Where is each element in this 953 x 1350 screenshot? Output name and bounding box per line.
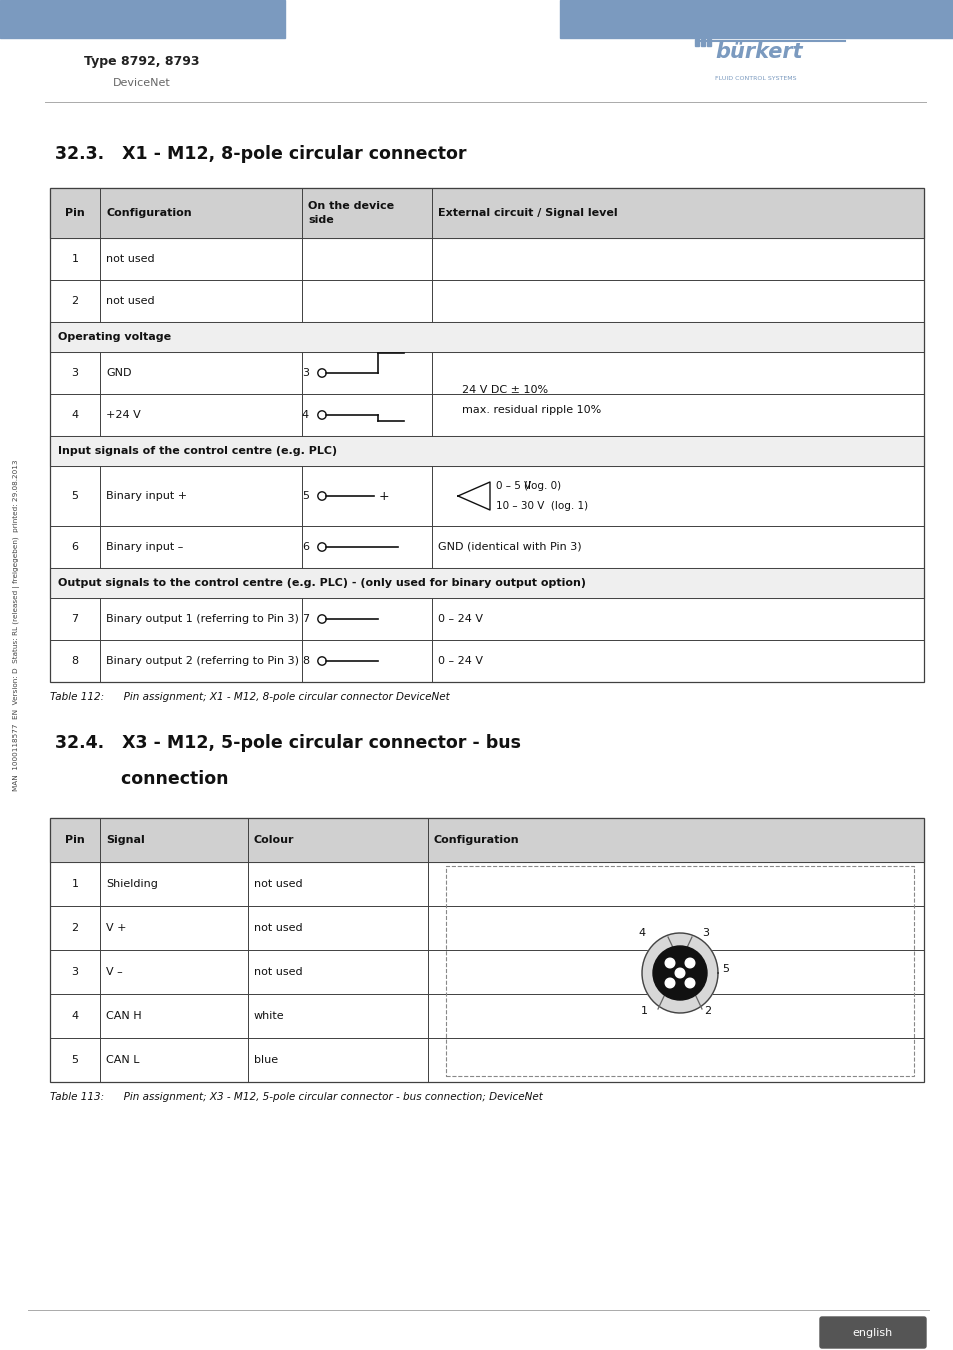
Bar (50, 818, 923, 863)
Text: not used: not used (253, 879, 302, 890)
Text: V –: V – (106, 967, 123, 977)
Text: english: english (852, 1327, 892, 1338)
Text: Pin: Pin (65, 836, 85, 845)
FancyBboxPatch shape (820, 1318, 925, 1349)
Text: 3: 3 (71, 369, 78, 378)
Text: Table 112:      Pin assignment; X1 - M12, 8-pole circular connector DeviceNet: Table 112: Pin assignment; X1 - M12, 8-p… (50, 693, 449, 702)
Text: 5: 5 (721, 964, 729, 973)
Text: Operating voltage: Operating voltage (58, 332, 171, 342)
Text: 4: 4 (71, 1011, 78, 1021)
Text: Colour: Colour (253, 836, 294, 845)
Text: Input signals of the control centre (e.g. PLC): Input signals of the control centre (e.g… (58, 446, 336, 456)
Text: white: white (253, 1011, 284, 1021)
Text: 2: 2 (71, 923, 78, 933)
Text: 8: 8 (301, 656, 309, 666)
Text: DeviceNet: DeviceNet (113, 78, 171, 88)
Text: 5: 5 (71, 491, 78, 501)
Text: 1: 1 (639, 1006, 647, 1017)
Text: Type 8792, 8793: Type 8792, 8793 (84, 55, 199, 68)
Text: External circuit / Signal level: External circuit / Signal level (437, 208, 617, 217)
Text: 8: 8 (71, 656, 78, 666)
Text: +: + (377, 490, 389, 502)
Text: (log. 0): (log. 0) (523, 481, 560, 491)
Text: 4: 4 (301, 410, 309, 420)
Text: Signal: Signal (106, 836, 145, 845)
Text: 2: 2 (703, 1006, 711, 1017)
Bar (700, 39, 704, 46)
Bar (0, 0, 285, 38)
Text: 0 – 24 V: 0 – 24 V (437, 656, 482, 666)
Text: 5: 5 (71, 1054, 78, 1065)
Text: Pin: Pin (65, 208, 85, 217)
Text: GND: GND (106, 369, 132, 378)
Text: 5: 5 (302, 491, 309, 501)
Bar (706, 39, 710, 46)
Text: 7: 7 (71, 614, 78, 624)
Text: GND (identical with Pin 3): GND (identical with Pin 3) (437, 541, 581, 552)
Text: MAN  1000118577  EN  Version: D  Status: RL (released | freigegeben)  printed: 2: MAN 1000118577 EN Version: D Status: RL … (12, 459, 19, 791)
Bar (50, 818, 923, 1081)
Text: Binary output 2 (referring to Pin 3): Binary output 2 (referring to Pin 3) (106, 656, 298, 666)
Text: Table 113:      Pin assignment; X3 - M12, 5-pole circular connector - bus connec: Table 113: Pin assignment; X3 - M12, 5-p… (50, 1092, 542, 1102)
Text: 32.3.   X1 - M12, 8-pole circular connector: 32.3. X1 - M12, 8-pole circular connecto… (55, 144, 466, 163)
Circle shape (675, 968, 684, 977)
Text: Configuration: Configuration (106, 208, 192, 217)
Circle shape (684, 979, 694, 988)
Text: not used: not used (253, 967, 302, 977)
Text: 1: 1 (71, 879, 78, 890)
Text: not used: not used (106, 296, 154, 306)
Bar (50, 568, 923, 598)
Text: bürkert: bürkert (714, 42, 801, 62)
Text: Output signals to the control centre (e.g. PLC) - (only used for binary output o: Output signals to the control centre (e.… (58, 578, 585, 589)
Text: blue: blue (253, 1054, 278, 1065)
Text: Binary output 1 (referring to Pin 3): Binary output 1 (referring to Pin 3) (106, 614, 298, 624)
Text: 4: 4 (71, 410, 78, 420)
Text: 0 – 5 V: 0 – 5 V (496, 481, 531, 491)
Polygon shape (641, 933, 718, 1012)
Circle shape (652, 946, 706, 1000)
Text: 7: 7 (301, 614, 309, 624)
Text: CAN H: CAN H (106, 1011, 141, 1021)
Text: 3: 3 (71, 967, 78, 977)
Text: Binary input –: Binary input – (106, 541, 183, 552)
Text: 1: 1 (71, 254, 78, 265)
Text: 213: 213 (889, 1319, 915, 1332)
Text: 10 – 30 V  (log. 1): 10 – 30 V (log. 1) (496, 501, 587, 512)
Bar (50, 323, 923, 352)
Circle shape (664, 958, 674, 968)
Text: 3: 3 (302, 369, 309, 378)
Bar (50, 436, 923, 466)
Circle shape (664, 979, 674, 988)
Bar (50, 188, 923, 682)
Text: 32.4.   X3 - M12, 5-pole circular connector - bus: 32.4. X3 - M12, 5-pole circular connecto… (55, 734, 520, 752)
Text: 3: 3 (701, 927, 709, 938)
Text: connection: connection (55, 769, 229, 788)
Bar (695, 39, 699, 46)
Text: V +: V + (106, 923, 127, 933)
Text: +24 V: +24 V (106, 410, 141, 420)
Text: 4: 4 (638, 927, 645, 938)
Text: Binary input +: Binary input + (106, 491, 187, 501)
Text: 2: 2 (71, 296, 78, 306)
Bar (446, 865, 913, 1076)
Bar (50, 188, 923, 238)
Bar (559, 0, 953, 38)
Text: Configuration: Configuration (434, 836, 519, 845)
Text: max. residual ripple 10%: max. residual ripple 10% (461, 405, 600, 414)
Text: On the device
side: On the device side (308, 201, 394, 224)
Circle shape (684, 958, 694, 968)
Text: Shielding: Shielding (106, 879, 157, 890)
Text: not used: not used (253, 923, 302, 933)
Text: 6: 6 (302, 541, 309, 552)
Text: 24 V DC ± 10%: 24 V DC ± 10% (461, 385, 548, 396)
Text: FLUID CONTROL SYSTEMS: FLUID CONTROL SYSTEMS (714, 76, 796, 81)
Text: 0 – 24 V: 0 – 24 V (437, 614, 482, 624)
Text: CAN L: CAN L (106, 1054, 139, 1065)
Text: 6: 6 (71, 541, 78, 552)
Text: not used: not used (106, 254, 154, 265)
